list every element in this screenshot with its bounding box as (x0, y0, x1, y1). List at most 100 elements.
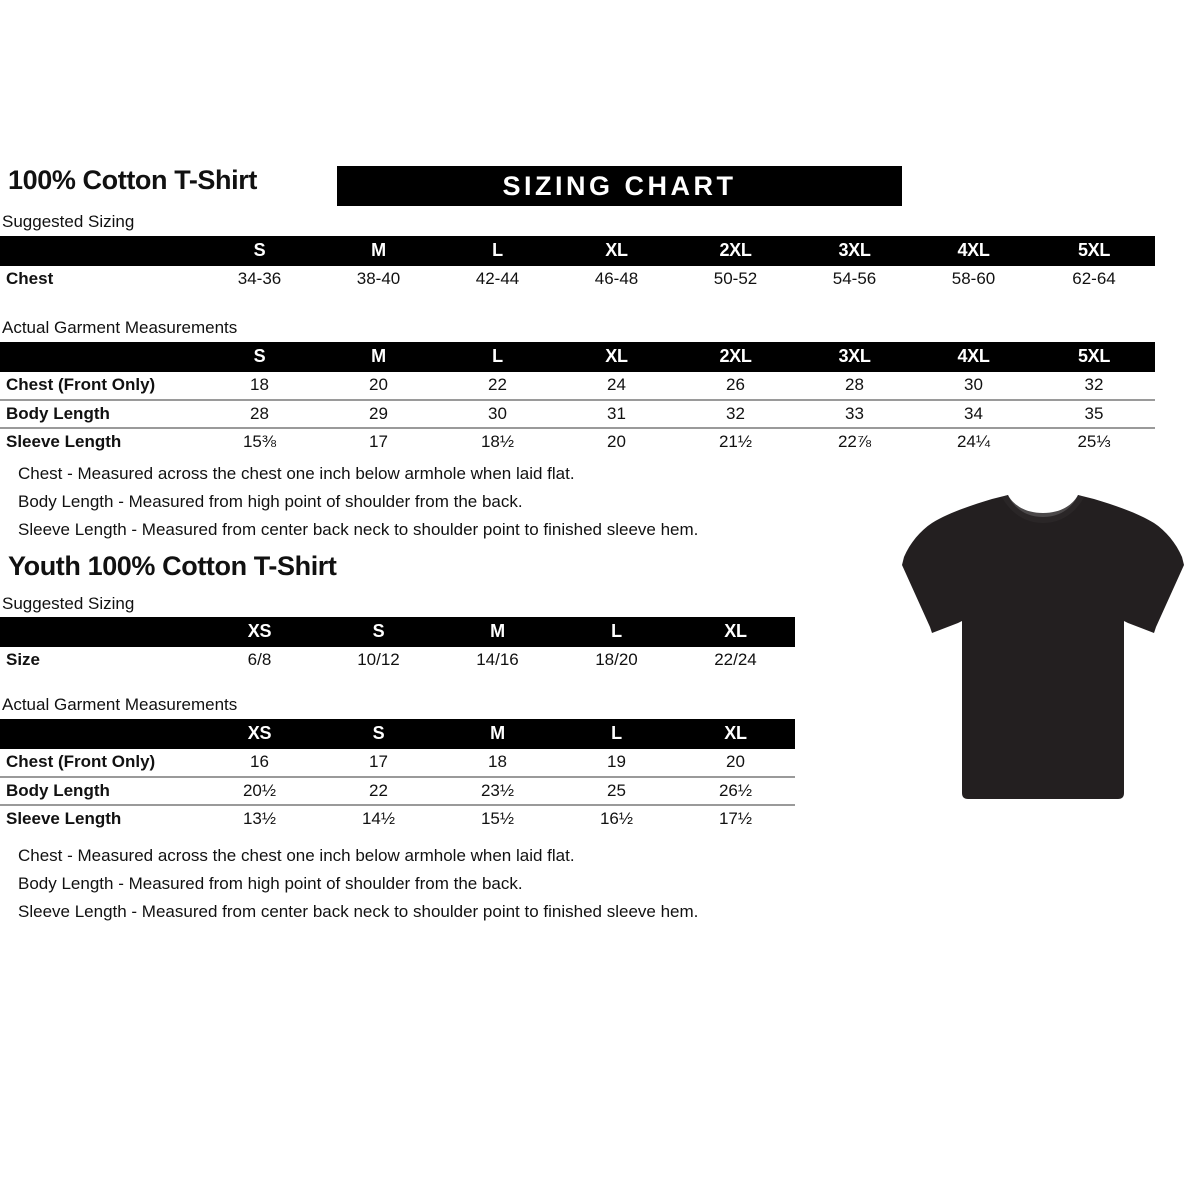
adult-measurement-notes: Chest - Measured across the chest one in… (18, 460, 698, 544)
table-row: Chest (Front Only) 18 20 22 24 26 28 30 … (0, 372, 1155, 400)
table-cell: 50-52 (713, 268, 758, 288)
table-cell: 32 (676, 398, 795, 429)
table-header-row: XS S M L XL (0, 719, 795, 749)
table-cell: 19 (607, 751, 626, 771)
note-body-length: Body Length - Measured from high point o… (18, 874, 523, 894)
table-cell: 24 (607, 374, 626, 394)
row-label: Sleeve Length (0, 427, 200, 456)
table-row: Body Length 28 29 30 31 32 33 34 35 (0, 398, 1155, 429)
table-cell: 22/24 (714, 649, 757, 669)
youth-garment-measurements-table-wrap: XS S M L XL Chest (Front Only) 16 17 18 … (0, 719, 795, 833)
table-cell: 14½ (319, 804, 438, 833)
table-cell: 20 (726, 751, 745, 771)
row-label: Chest (6, 268, 54, 288)
column-header-size: M (438, 719, 557, 749)
table-cell: 22⅞ (795, 427, 914, 456)
table-cell: 20 (557, 427, 676, 456)
table-cell: 30 (964, 374, 983, 394)
column-header-size: 5XL (1033, 236, 1155, 266)
table-header-row: S M L XL 2XL 3XL 4XL 5XL (0, 342, 1155, 372)
table-cell: 58-60 (951, 268, 996, 288)
table-cell: 46-48 (594, 268, 639, 288)
table-cell: 23½ (438, 775, 557, 806)
column-header-size: 2XL (676, 236, 795, 266)
column-header-size: 4XL (914, 342, 1033, 372)
column-header-size: 3XL (795, 342, 914, 372)
adult-section-title: 100% Cotton T-Shirt (8, 165, 257, 195)
column-header-size: 4XL (914, 236, 1033, 266)
table-cell: 14/16 (476, 649, 519, 669)
row-label: Chest (Front Only) (6, 374, 156, 394)
column-header-size: 3XL (795, 236, 914, 266)
table-cell: 15⅜ (200, 427, 319, 456)
column-header-label (0, 342, 200, 372)
youth-garment-measurements-table: XS S M L XL Chest (Front Only) 16 17 18 … (0, 719, 795, 833)
table-cell: 17½ (676, 804, 795, 833)
table-cell: 17 (319, 427, 438, 456)
adult-garment-measurements-label: Actual Garment Measurements (2, 318, 238, 337)
column-header-size: XL (557, 236, 676, 266)
table-row: Chest 34-36 38-40 42-44 46-48 50-52 54-5… (0, 266, 1155, 293)
table-cell: 20½ (200, 775, 319, 806)
table-cell: 38-40 (356, 268, 401, 288)
row-label: Size (6, 649, 41, 669)
youth-suggested-sizing-label: Suggested Sizing (2, 594, 135, 613)
adult-garment-measurements-table-wrap: S M L XL 2XL 3XL 4XL 5XL Chest (Front On… (0, 342, 1155, 456)
table-cell: 13½ (200, 804, 319, 833)
table-cell: 18 (250, 374, 269, 394)
column-header-size: XL (676, 617, 795, 647)
note-sleeve-length: Sleeve Length - Measured from center bac… (18, 520, 699, 540)
table-cell: 16½ (557, 804, 676, 833)
column-header-size: M (319, 342, 438, 372)
column-header-size: 2XL (676, 342, 795, 372)
table-cell: 17 (369, 751, 388, 771)
column-header-size: L (557, 617, 676, 647)
table-cell: 20 (369, 374, 388, 394)
column-header-size: S (200, 236, 319, 266)
column-header-label (0, 617, 200, 647)
sizing-chart-banner-text: SIZING CHART (502, 170, 737, 201)
table-header-row: S M L XL 2XL 3XL 4XL 5XL (0, 236, 1155, 266)
table-row: Chest (Front Only) 16 17 18 19 20 (0, 749, 795, 777)
table-row: Body Length 20½ 22 23½ 25 26½ (0, 775, 795, 806)
tshirt-collar-shadow (1002, 495, 1084, 523)
table-row: Sleeve Length 13½ 14½ 15½ 16½ 17½ (0, 804, 795, 833)
column-header-label (0, 719, 200, 749)
column-header-size: L (557, 719, 676, 749)
youth-section-title: Youth 100% Cotton T-Shirt (8, 551, 337, 581)
table-cell: 16 (250, 751, 269, 771)
tshirt-icon (902, 495, 1184, 799)
column-header-label (0, 236, 200, 266)
youth-suggested-sizing-table-wrap: XS S M L XL Size 6/8 10/12 14/16 18/20 2… (0, 617, 795, 674)
table-cell: 25⅓ (1033, 427, 1155, 456)
table-cell: 33 (795, 398, 914, 429)
adult-garment-measurements-table: S M L XL 2XL 3XL 4XL 5XL Chest (Front On… (0, 342, 1155, 456)
row-label: Chest (Front Only) (6, 751, 156, 771)
table-cell: 10/12 (357, 649, 400, 669)
table-cell: 18 (488, 751, 507, 771)
youth-suggested-sizing-table: XS S M L XL Size 6/8 10/12 14/16 18/20 2… (0, 617, 795, 674)
table-cell: 26 (726, 374, 745, 394)
adult-suggested-sizing-table: S M L XL 2XL 3XL 4XL 5XL Chest 34-36 38-… (0, 236, 1155, 293)
table-cell: 25 (557, 775, 676, 806)
table-cell: 22 (488, 374, 507, 394)
table-cell: 28 (200, 398, 319, 429)
note-chest: Chest - Measured across the chest one in… (18, 464, 575, 483)
column-header-size: XS (200, 617, 319, 647)
note-chest: Chest - Measured across the chest one in… (18, 846, 575, 865)
column-header-size: XL (676, 719, 795, 749)
tshirt-illustration (898, 487, 1188, 807)
row-label: Body Length (0, 775, 200, 806)
table-cell: 22 (319, 775, 438, 806)
sizing-chart-banner: SIZING CHART (337, 166, 902, 206)
table-cell: 15½ (438, 804, 557, 833)
column-header-size: 5XL (1033, 342, 1155, 372)
adult-suggested-sizing-table-wrap: S M L XL 2XL 3XL 4XL 5XL Chest 34-36 38-… (0, 236, 1155, 293)
table-cell: 18/20 (595, 649, 638, 669)
table-cell: 54-56 (832, 268, 877, 288)
column-header-size: S (200, 342, 319, 372)
table-cell: 24¼ (914, 427, 1033, 456)
table-cell: 35 (1033, 398, 1155, 429)
table-cell: 26½ (676, 775, 795, 806)
column-header-size: XL (557, 342, 676, 372)
